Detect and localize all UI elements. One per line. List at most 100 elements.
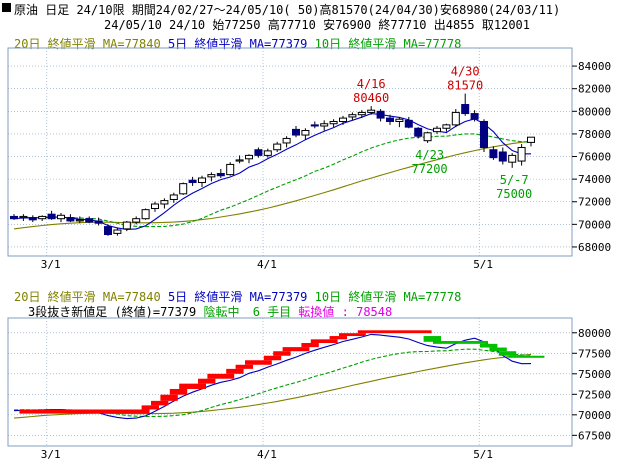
- break-step: 6 手目: [252, 305, 292, 319]
- legend-ma20: 20日 終値平滑 MA=77840: [14, 37, 161, 51]
- candle-body: [28, 217, 37, 221]
- candle-body: [292, 128, 300, 136]
- bottom-moving-averages: [13, 333, 532, 420]
- candle-body: [423, 132, 432, 142]
- break-bar: [160, 394, 178, 401]
- candle-body: [151, 203, 159, 210]
- top-candles: [10, 93, 535, 236]
- annotation-price: 80460: [353, 91, 389, 105]
- break-bar: [141, 405, 159, 410]
- break-label: 3段抜き新値足 (終値)=77379: [28, 305, 197, 319]
- symbol-color-swatch: [2, 3, 11, 12]
- candle-body: [508, 154, 517, 163]
- candle-body: [376, 110, 385, 119]
- candle-body: [282, 137, 291, 144]
- candle-body: [207, 174, 216, 178]
- bottom-break-bars: [19, 330, 545, 414]
- bottom-ytick-label: 70000: [578, 409, 611, 422]
- candle-body: [461, 104, 470, 115]
- candle-body: [367, 109, 376, 113]
- break-status: 陰転中: [203, 305, 240, 319]
- candle-body: [179, 183, 188, 195]
- annotation-date: 5/-7: [500, 173, 529, 187]
- header-line-2: 24/05/10 24/10 始77250 高77710 安76900 終777…: [104, 18, 531, 32]
- top-ytick-label: 72000: [578, 196, 611, 209]
- legend-ma10: 10日 終値平滑 MA=77778: [314, 37, 462, 51]
- top-xtick-label: 4/1: [257, 258, 277, 271]
- ma5-line: [13, 113, 532, 231]
- candle-body: [85, 218, 94, 223]
- candle-body: [414, 127, 423, 137]
- candle-body: [122, 221, 131, 230]
- candle-body: [442, 124, 451, 129]
- candle-body: [160, 200, 169, 205]
- top-ytick-label: 76000: [578, 151, 611, 164]
- candle-body: [301, 130, 310, 136]
- annotation-price: 75000: [496, 187, 532, 201]
- bottom-ytick-label: 67500: [578, 429, 611, 442]
- candle-body: [489, 149, 498, 159]
- bottom-ytick-label: 72500: [578, 388, 611, 401]
- candle-body: [470, 113, 479, 120]
- bottom-ma5-line: [13, 333, 532, 420]
- candle-body: [198, 177, 206, 184]
- break-bar: [179, 383, 206, 389]
- top-ytick-label: 78000: [578, 128, 611, 141]
- top-ytick-label: 70000: [578, 218, 611, 231]
- annotation-date: 4/23: [415, 148, 444, 162]
- candle-body: [216, 172, 225, 177]
- break-bar: [207, 373, 235, 379]
- break-bar: [19, 409, 150, 414]
- candle-body: [498, 151, 507, 162]
- candle-body: [57, 214, 65, 220]
- annotation-price: 81570: [447, 79, 483, 93]
- candle-body: [273, 143, 282, 151]
- bottom-ytick-label: 80000: [578, 327, 611, 340]
- candle-body: [47, 213, 56, 220]
- break-bar: [245, 360, 272, 365]
- break-bar: [198, 378, 216, 384]
- legend-bottom: 20日 終値平滑 MA=77840 5日 終値平滑 MA=77379 10日 終…: [14, 288, 461, 305]
- bottom-frame: [7, 317, 573, 447]
- bottom-axis: 67500 70000 72500 75000 77500 80000 3/1 4/1 5/1: [41, 327, 611, 461]
- break-subtitle: 3段抜き新値足 (終値)=77379 陰転中 6 手目 転換値 : 78548: [28, 303, 392, 320]
- break-bar: [357, 330, 432, 334]
- legend2-ma20: 20日 終値平滑 MA=77840: [14, 290, 161, 304]
- candle-body: [104, 226, 112, 236]
- candle-body: [169, 194, 178, 200]
- candle-body: [357, 111, 366, 116]
- candle-body: [480, 120, 488, 148]
- candle-body: [19, 215, 28, 219]
- break-bar: [301, 343, 319, 348]
- break-bar: [489, 347, 507, 352]
- candle-body: [339, 117, 347, 122]
- candle-body: [188, 179, 197, 184]
- top-ytick-label: 82000: [578, 83, 611, 96]
- candle-body: [320, 123, 329, 127]
- candle-body: [263, 150, 272, 156]
- candle-body: [433, 127, 441, 133]
- legend2-ma10: 10日 終値平滑 MA=77778: [314, 290, 462, 304]
- ma20-line: [13, 140, 532, 230]
- bottom-ma20-line: [13, 353, 532, 419]
- top-ytick-label: 84000: [578, 60, 611, 73]
- top-xtick-label: 5/1: [473, 258, 493, 271]
- break-bar: [508, 355, 545, 358]
- annotation-date: 4/30: [451, 65, 480, 79]
- bottom-xtick-label: 3/1: [41, 448, 61, 461]
- candle-body: [235, 159, 244, 162]
- break-reversal: 転換値 : 78548: [298, 305, 393, 319]
- top-ytick-label: 80000: [578, 105, 611, 118]
- break-bar: [480, 343, 498, 348]
- candle-body: [395, 118, 404, 122]
- bottom-xtick-label: 4/1: [257, 448, 277, 461]
- top-grid: [7, 47, 573, 257]
- top-xtick-label: 3/1: [41, 258, 61, 271]
- candle-body: [254, 149, 263, 156]
- chart-header: 原油 日足 24/10限 期間24/02/27～24/05/10( 50)高81…: [0, 0, 624, 32]
- candle-body: [517, 146, 526, 162]
- annotation-price: 77200: [412, 162, 448, 176]
- candle-body: [386, 117, 394, 122]
